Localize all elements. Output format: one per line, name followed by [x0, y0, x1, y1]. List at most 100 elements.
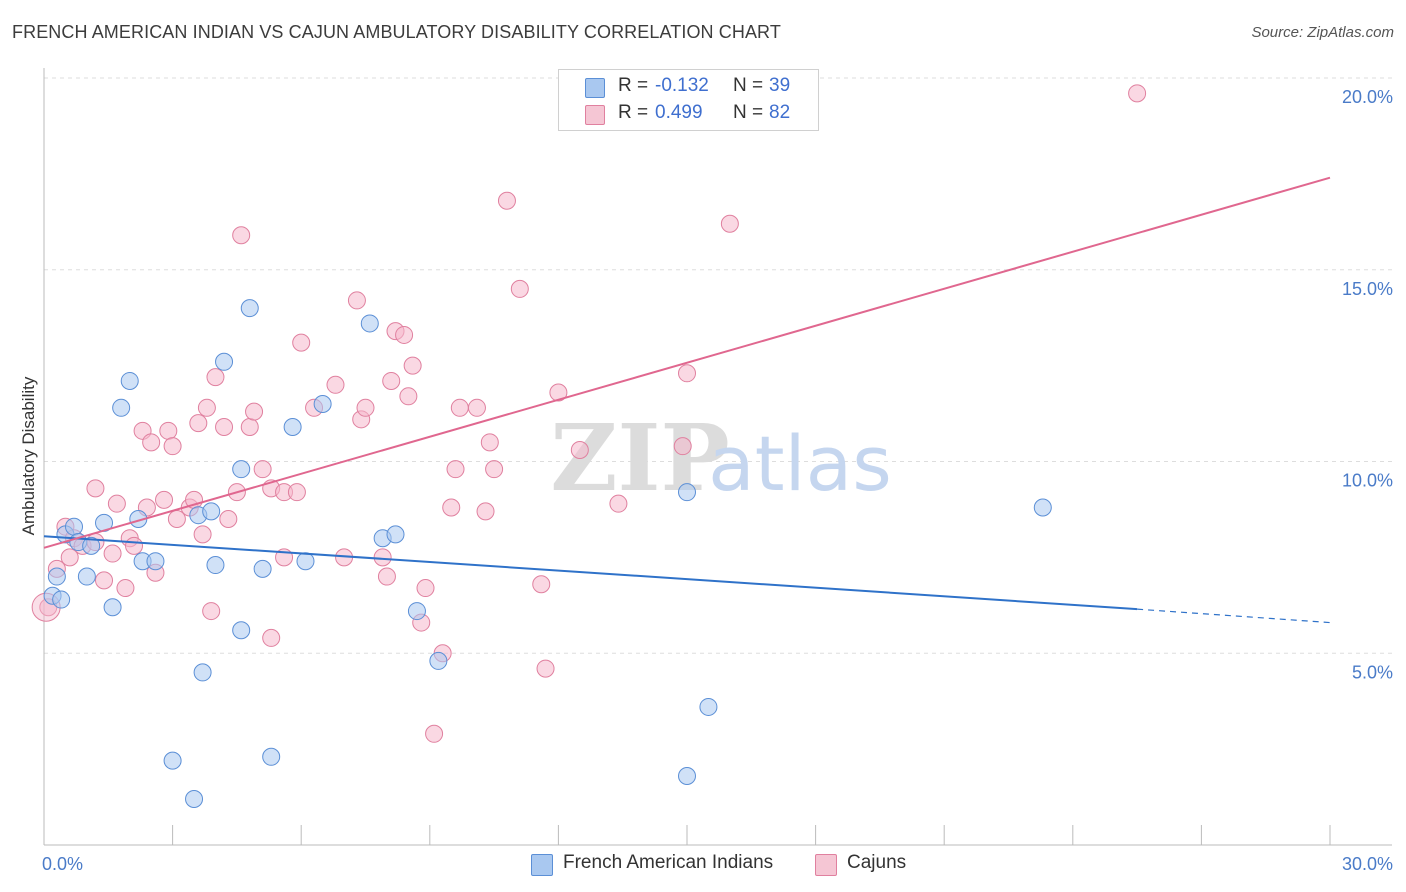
y-tick-label: 5.0% [1352, 662, 1393, 682]
cajun-point [497, 191, 516, 210]
french-american-indians-trend-extension [1137, 608, 1331, 624]
cajun-point [373, 548, 392, 567]
french-american-indians-trend-line [43, 535, 1138, 611]
french-american-indian-point [215, 352, 234, 371]
x-tick-labels: 0.0% 30.0% [42, 854, 1393, 874]
french-american-indian-point [185, 789, 204, 808]
cajun-point [125, 536, 144, 555]
x-tick-label: 30.0% [1342, 854, 1393, 874]
y-tick-labels: 5.0% 10.0% 15.0% 20.0% [1342, 87, 1393, 682]
y-tick-label: 10.0% [1342, 471, 1393, 491]
cajun-point [347, 291, 366, 310]
cajun-point [673, 437, 692, 456]
french-american-indian-point [262, 747, 281, 766]
cajun-point [60, 548, 79, 567]
cajun-point [155, 490, 174, 509]
cajun-point [197, 398, 216, 417]
cajun-point [678, 364, 696, 383]
legend-label: Cajuns [847, 852, 907, 873]
french-american-indian-point [232, 460, 251, 479]
n-label: N = [733, 102, 764, 123]
french-american-indian-point [253, 559, 272, 578]
cajun-point [399, 387, 418, 406]
cajun-point [476, 502, 495, 521]
cajun-point [549, 383, 568, 402]
cajun-point [570, 440, 589, 459]
french-american-indian-point [296, 552, 315, 571]
pink-swatch [585, 105, 605, 125]
cajun-point [189, 414, 208, 433]
french-american-indian-point [163, 751, 182, 770]
pink-swatch [815, 854, 837, 876]
cajun-point [510, 279, 529, 298]
cajun-point [95, 571, 114, 590]
cajun-point [202, 602, 221, 621]
cajun-point [159, 421, 178, 440]
cajun-point [356, 398, 375, 417]
cajun-point [245, 402, 264, 421]
cajun-point [1128, 84, 1147, 103]
french-american-indian-point [407, 602, 426, 621]
french-american-indian-point [77, 567, 96, 586]
cajun-point [532, 575, 551, 594]
r-label: R = [618, 102, 649, 123]
cajun-point [480, 433, 499, 452]
x-tick-label: 0.0% [42, 854, 83, 874]
cajun-point [287, 483, 306, 502]
axes [43, 68, 1392, 846]
cajun-point [442, 498, 461, 517]
french-american-indian-point [313, 394, 332, 413]
grid-lines [44, 77, 1392, 654]
cajun-point [416, 579, 435, 598]
cajun-point [326, 375, 345, 394]
french-american-indians-points [43, 299, 1052, 808]
blue-swatch [531, 854, 553, 876]
french-american-indian-point [360, 314, 379, 333]
cajuns-trend-line [43, 176, 1331, 549]
r-label: R = [618, 75, 649, 96]
cajun-point [609, 494, 628, 513]
french-american-indian-point [429, 651, 448, 670]
cajun-point [292, 333, 311, 352]
cajun-point [403, 356, 422, 375]
watermark-atlas: atlas [708, 419, 892, 508]
cajun-point [232, 226, 251, 245]
french-american-indian-point [112, 398, 131, 417]
cajun-point [253, 460, 272, 479]
french-american-indian-point [678, 483, 696, 502]
french-american-indian-point [52, 590, 71, 609]
french-american-indian-point [283, 417, 302, 436]
n-label: N = [733, 75, 764, 96]
n-value: 82 [769, 102, 791, 123]
cajun-point [485, 460, 504, 479]
series-legend: French American Indians Cajuns [0, 852, 1406, 878]
cajun-point [240, 417, 259, 436]
chart-title: FRENCH AMERICAN INDIAN VS CAJUN AMBULATO… [12, 22, 781, 42]
french-american-indian-point [206, 556, 225, 575]
cajun-point [382, 371, 401, 390]
cajun-point [536, 659, 555, 678]
cajun-point [193, 525, 212, 544]
cajun-point [103, 544, 122, 563]
french-american-indian-point [386, 525, 405, 544]
cajun-point [262, 628, 281, 647]
y-tick-label: 20.0% [1342, 87, 1393, 107]
french-american-indian-point [232, 621, 251, 640]
cajun-point [425, 724, 444, 743]
french-american-indian-point [240, 299, 259, 318]
french-american-indian-point [82, 536, 101, 555]
cajun-point [215, 417, 234, 436]
french-american-indian-point [120, 371, 139, 390]
cajun-point [163, 437, 182, 456]
source-label: Source: ZipAtlas.com [1251, 24, 1394, 41]
cajun-point [116, 579, 135, 598]
cajun-point [467, 398, 486, 417]
blue-swatch [585, 78, 605, 98]
correlation-legend: R = -0.132 N = 39 R = 0.499 N = 82 [558, 69, 819, 131]
french-american-indian-point [65, 517, 84, 536]
french-american-indian-point [146, 552, 165, 571]
french-american-indian-point [103, 598, 122, 617]
y-tick-label: 15.0% [1342, 279, 1393, 299]
cajun-point [206, 368, 225, 387]
